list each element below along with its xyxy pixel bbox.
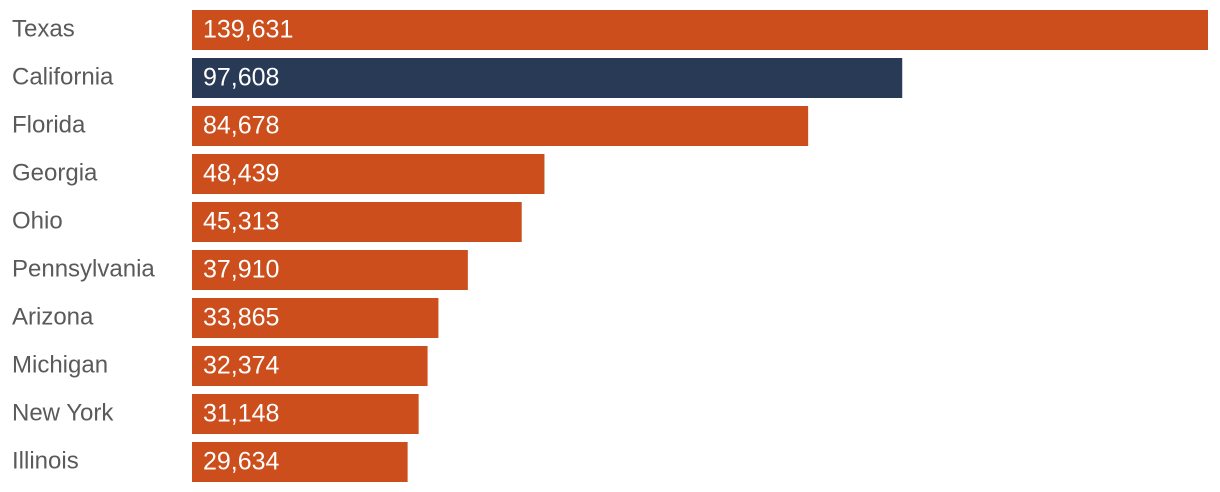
bar: [192, 298, 439, 338]
category-label: California: [12, 63, 114, 90]
bar: [192, 202, 522, 242]
value-label: 45,313: [203, 208, 279, 236]
category-label: Michigan: [12, 351, 108, 378]
category-label: Ohio: [12, 207, 63, 234]
bar: [192, 58, 903, 98]
value-label: 37,910: [203, 256, 279, 284]
bar: [192, 394, 419, 434]
bar: [192, 346, 428, 386]
category-label: New York: [12, 399, 114, 426]
value-label: 84,678: [203, 112, 279, 140]
value-label: 32,374: [203, 352, 280, 380]
category-label: Arizona: [12, 303, 94, 330]
category-label: Illinois: [12, 447, 79, 474]
category-label: Florida: [12, 111, 86, 138]
bar: [192, 250, 468, 290]
bar: [192, 442, 408, 482]
bar: [192, 154, 545, 194]
value-label: 31,148: [203, 400, 279, 428]
category-label: Pennsylvania: [12, 255, 155, 282]
value-label: 97,608: [203, 64, 279, 92]
value-label: 48,439: [203, 160, 279, 188]
category-label: Texas: [12, 15, 75, 42]
value-label: 29,634: [203, 448, 280, 476]
category-label: Georgia: [12, 159, 98, 186]
value-label: 33,865: [203, 304, 279, 332]
value-label: 139,631: [203, 16, 293, 44]
bar: [192, 106, 809, 146]
bar: [192, 10, 1208, 50]
